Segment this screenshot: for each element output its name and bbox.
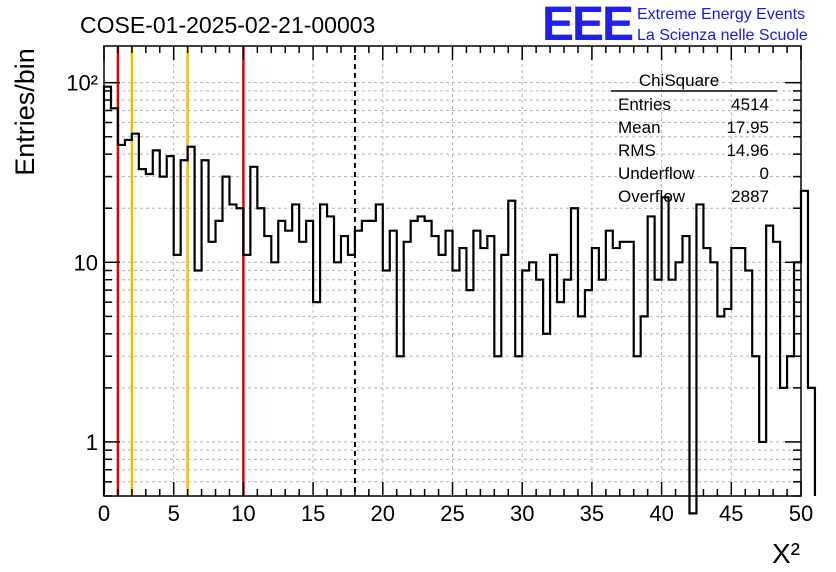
x-tick-labels: 0 5 10 15 20 25 30 35 40 45 50 <box>98 501 813 526</box>
x-tick-label: 30 <box>510 501 534 526</box>
stats-row-value: 4514 <box>731 95 769 114</box>
stats-row-value: 2887 <box>731 187 769 206</box>
y-tick-label: 1 <box>86 430 98 455</box>
x-tick-label: 40 <box>649 501 673 526</box>
chart-title: COSE-01-2025-02-21-00003 <box>80 12 375 38</box>
stats-row-label: RMS <box>618 141 656 160</box>
stats-row-value: 14.96 <box>726 141 769 160</box>
stats-row-label: Mean <box>618 118 661 137</box>
x-tick-label: 20 <box>371 501 395 526</box>
x-tick-label: 50 <box>789 501 813 526</box>
reference-lines <box>116 46 356 496</box>
eee-logo: EEE <box>542 0 633 51</box>
stats-row-label: Entries <box>618 95 671 114</box>
axis-ticks <box>103 46 802 497</box>
eee-branding: EEE Extreme Energy Events La Scienza nel… <box>542 0 808 51</box>
y-tick-label: 10 <box>74 250 98 275</box>
brand-line-2: La Scienza nelle Scuole <box>637 27 808 44</box>
x-tick-label: 35 <box>580 501 604 526</box>
x-tick-label: 5 <box>168 501 180 526</box>
stats-row-label: Underflow <box>618 164 695 183</box>
x-tick-label: 45 <box>719 501 743 526</box>
stats-box: ChiSquare Entries 4514 Mean 17.95 RMS 14.96 Un… <box>611 71 777 206</box>
x-tick-label: 0 <box>98 501 110 526</box>
stats-title: ChiSquare <box>639 71 719 90</box>
histogram-outline <box>102 85 817 515</box>
y-tick-labels: 1 10 10² <box>66 71 98 455</box>
x-tick-label: 25 <box>440 501 464 526</box>
x-tick-label: 10 <box>231 501 255 526</box>
x-tick-label: 15 <box>301 501 325 526</box>
x-axis-label: X² <box>772 538 800 569</box>
y-axis-label: Entries/bin <box>10 48 40 176</box>
stats-row-value: 0 <box>760 164 769 183</box>
plot-frame <box>103 45 802 497</box>
y-tick-label: 10² <box>66 71 98 96</box>
brand-line-1: Extreme Energy Events <box>637 6 805 23</box>
stats-row-label: Overflow <box>618 187 686 206</box>
stats-row-value: 17.95 <box>726 118 769 137</box>
